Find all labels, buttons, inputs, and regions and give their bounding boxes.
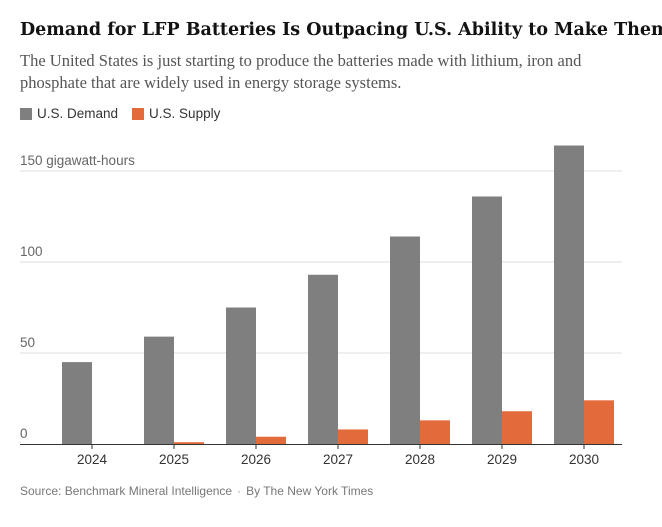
chart-subtitle: The United States is just starting to pr… [20, 51, 582, 92]
legend-item-demand: U.S. Demand [20, 106, 118, 121]
legend-swatch-demand [20, 107, 32, 120]
source-line: Source: Benchmark Mineral Intelligence · B… [20, 484, 373, 498]
source-text: Source: Benchmark Mineral Intelligence [20, 484, 233, 498]
byline: By The New York Times [246, 484, 374, 498]
legend-label-demand: U.S. Demand [37, 106, 119, 121]
demand-bar [472, 196, 502, 444]
supply-bar [338, 429, 368, 444]
supply-bar [584, 400, 614, 444]
legend-label-supply: U.S. Supply [149, 106, 221, 121]
y-tick-label: 150 gigawatt-hours [20, 153, 135, 168]
supply-bar [174, 442, 204, 444]
x-tick-label: 2027 [323, 452, 353, 467]
legend-swatch-supply [132, 107, 145, 120]
x-tick-label: 2025 [159, 452, 189, 467]
supply-bar [256, 436, 286, 444]
x-tick-label: 2029 [487, 452, 517, 467]
legend-item-supply: U.S. Supply [132, 106, 220, 121]
legend: U.S. Demand U.S. Supply [20, 106, 234, 121]
y-tick-label: 0 [20, 426, 28, 441]
demand-bar [554, 145, 584, 444]
x-tick-label: 2026 [241, 452, 271, 467]
demand-bar [308, 274, 338, 444]
chart-title: Demand for LFP Batteries Is Outpacing U.… [20, 20, 662, 40]
demand-bar [62, 362, 92, 444]
demand-bar [144, 336, 174, 444]
source-separator: · [237, 484, 242, 498]
supply-bar [420, 420, 450, 444]
demand-bar [226, 307, 256, 444]
x-tick-label: 2024 [77, 452, 108, 467]
demand-bar [390, 236, 420, 444]
supply-bar [502, 411, 532, 444]
y-tick-label: 50 [20, 335, 35, 350]
x-tick-label: 2030 [569, 452, 599, 467]
y-tick-label: 100 [20, 244, 43, 259]
x-tick-label: 2028 [405, 452, 435, 467]
